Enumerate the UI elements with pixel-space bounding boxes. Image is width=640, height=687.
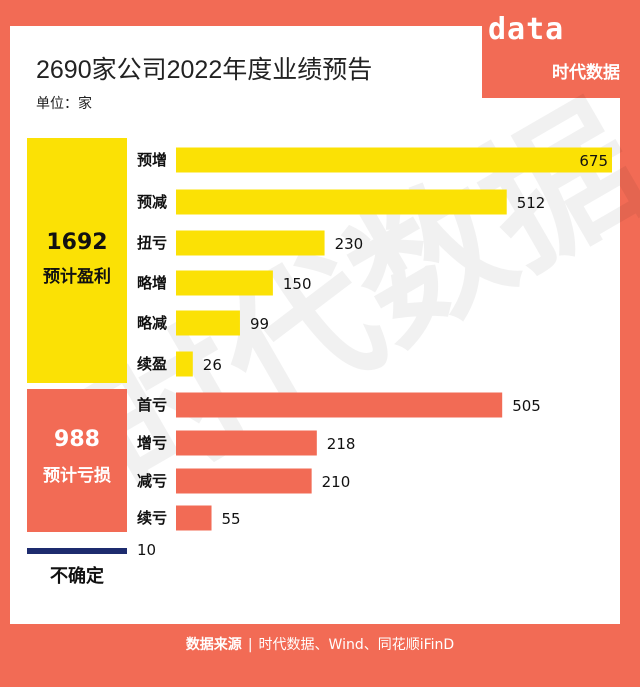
category-label-6: 首亏 [137, 396, 167, 414]
value-label-6: 505 [512, 397, 541, 415]
bar-9 [176, 505, 212, 531]
category-label-0: 预增 [137, 151, 167, 169]
loss-total: 988 [54, 427, 100, 452]
footer-separator: | [247, 637, 253, 653]
category-label-1: 预减 [137, 193, 167, 211]
category-label-4: 略减 [137, 314, 167, 332]
value-label-5: 26 [203, 356, 222, 374]
value-label-4: 99 [250, 315, 269, 333]
value-label-7: 218 [327, 435, 356, 453]
loss-label: 预计亏损 [43, 466, 111, 486]
bar-1 [176, 189, 507, 215]
profit-group-band: 1692 预计盈利 [27, 138, 127, 383]
category-label-9: 续亏 [137, 509, 167, 527]
unit-label: 单位：家 [36, 96, 92, 112]
profit-label: 预计盈利 [43, 267, 111, 287]
value-label-9: 55 [222, 510, 241, 528]
chart-title: 2690家公司2022年度业绩预告 [36, 56, 373, 84]
value-label-3: 150 [283, 275, 312, 293]
value-label-1: 512 [517, 194, 546, 212]
footer: 数据来源 | 时代数据、Wind、同花顺iFinD [0, 634, 640, 654]
logo-script-text: data [488, 12, 565, 47]
bar-6 [176, 392, 503, 418]
category-label-2: 扭亏 [137, 234, 167, 252]
value-label-0: 675 [579, 152, 608, 170]
bar-2 [176, 230, 325, 256]
category-label-8: 减亏 [137, 472, 167, 490]
value-label-8: 210 [322, 473, 351, 491]
bar-3 [176, 270, 273, 296]
value-label-2: 230 [335, 235, 364, 253]
unsure-group-band [27, 548, 127, 554]
brand-logo: data 时代数据 [482, 6, 632, 98]
profit-total: 1692 [46, 230, 108, 255]
bar-4 [176, 310, 240, 336]
bar-7 [176, 430, 317, 456]
value-label-10: 10 [137, 541, 156, 559]
loss-group-band: 988 预计亏损 [27, 389, 127, 532]
bar-0 [176, 147, 612, 173]
unsure-label: 不确定 [50, 566, 104, 587]
footer-source-label: 数据来源 [185, 637, 242, 653]
category-label-3: 略增 [137, 274, 167, 292]
bar-5 [176, 351, 193, 377]
category-label-5: 续盈 [137, 355, 167, 373]
footer-source-text: 时代数据、Wind、同花顺iFinD [258, 637, 455, 653]
bar-8 [176, 468, 312, 494]
category-label-7: 增亏 [137, 434, 167, 452]
logo-name-text: 时代数据 [552, 63, 620, 83]
